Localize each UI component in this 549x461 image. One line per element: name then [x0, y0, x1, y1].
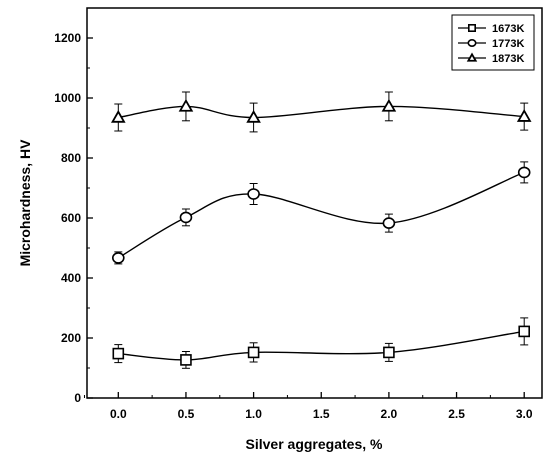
x-axis-title: Silver aggregates, %: [246, 436, 384, 452]
data-point: [382, 217, 396, 229]
y-axis: 0 200 400 600 800 1000 1200: [54, 31, 93, 405]
legend-label: 1873K: [492, 53, 524, 65]
data-point: [112, 347, 125, 360]
series-line: [117, 171, 525, 259]
x-tick-label: 0.5: [178, 407, 195, 421]
x-tick-label: 3.0: [516, 407, 533, 421]
data-point: [110, 109, 126, 123]
series-1873K: [110, 91, 532, 133]
y-tick-label: 0: [74, 391, 81, 405]
x-tick-label: 2.5: [448, 407, 465, 421]
plot-area: [86, 7, 543, 399]
x-tick-label: 0.0: [110, 407, 127, 421]
series-1773K: [112, 161, 531, 265]
data-point: [247, 188, 260, 200]
y-tick-label: 1000: [54, 91, 81, 105]
series-1673K: [112, 317, 531, 369]
series-line: [118, 330, 525, 361]
legend-marker: [467, 23, 476, 32]
data-point: [178, 98, 194, 112]
series-layer: [110, 91, 532, 369]
legend-marker: [467, 38, 477, 47]
data-point: [112, 252, 125, 264]
y-tick-label: 200: [61, 331, 81, 345]
x-tick-label: 1.5: [313, 407, 330, 421]
legend-marker: [466, 52, 478, 62]
legend-label: 1673K: [492, 23, 524, 35]
data-point: [247, 346, 260, 359]
y-axis-title: Microhardness, HV: [17, 139, 33, 266]
x-axis: 0.0 0.5 1.0 1.5 2.0 2.5 3.0: [83, 392, 533, 421]
legend: 1673K 1773K 1873K: [451, 14, 535, 71]
legend-entries: 1673K 1773K 1873K: [458, 23, 524, 65]
data-point: [381, 98, 397, 112]
y-tick-label: 800: [61, 151, 81, 165]
data-point: [518, 325, 531, 338]
y-tick-label: 1200: [54, 31, 81, 45]
x-tick-label: 2.0: [381, 407, 398, 421]
legend-label: 1773K: [492, 38, 524, 50]
legend-box: [451, 14, 535, 71]
data-point: [383, 346, 395, 359]
x-tick-label: 1.0: [245, 407, 262, 421]
data-point: [517, 166, 531, 179]
data-point: [246, 109, 261, 123]
data-point: [179, 211, 193, 224]
series-line: [118, 105, 525, 119]
y-tick-label: 600: [61, 211, 81, 225]
data-point: [180, 354, 192, 366]
data-point: [516, 109, 532, 122]
y-tick-label: 400: [61, 271, 81, 285]
